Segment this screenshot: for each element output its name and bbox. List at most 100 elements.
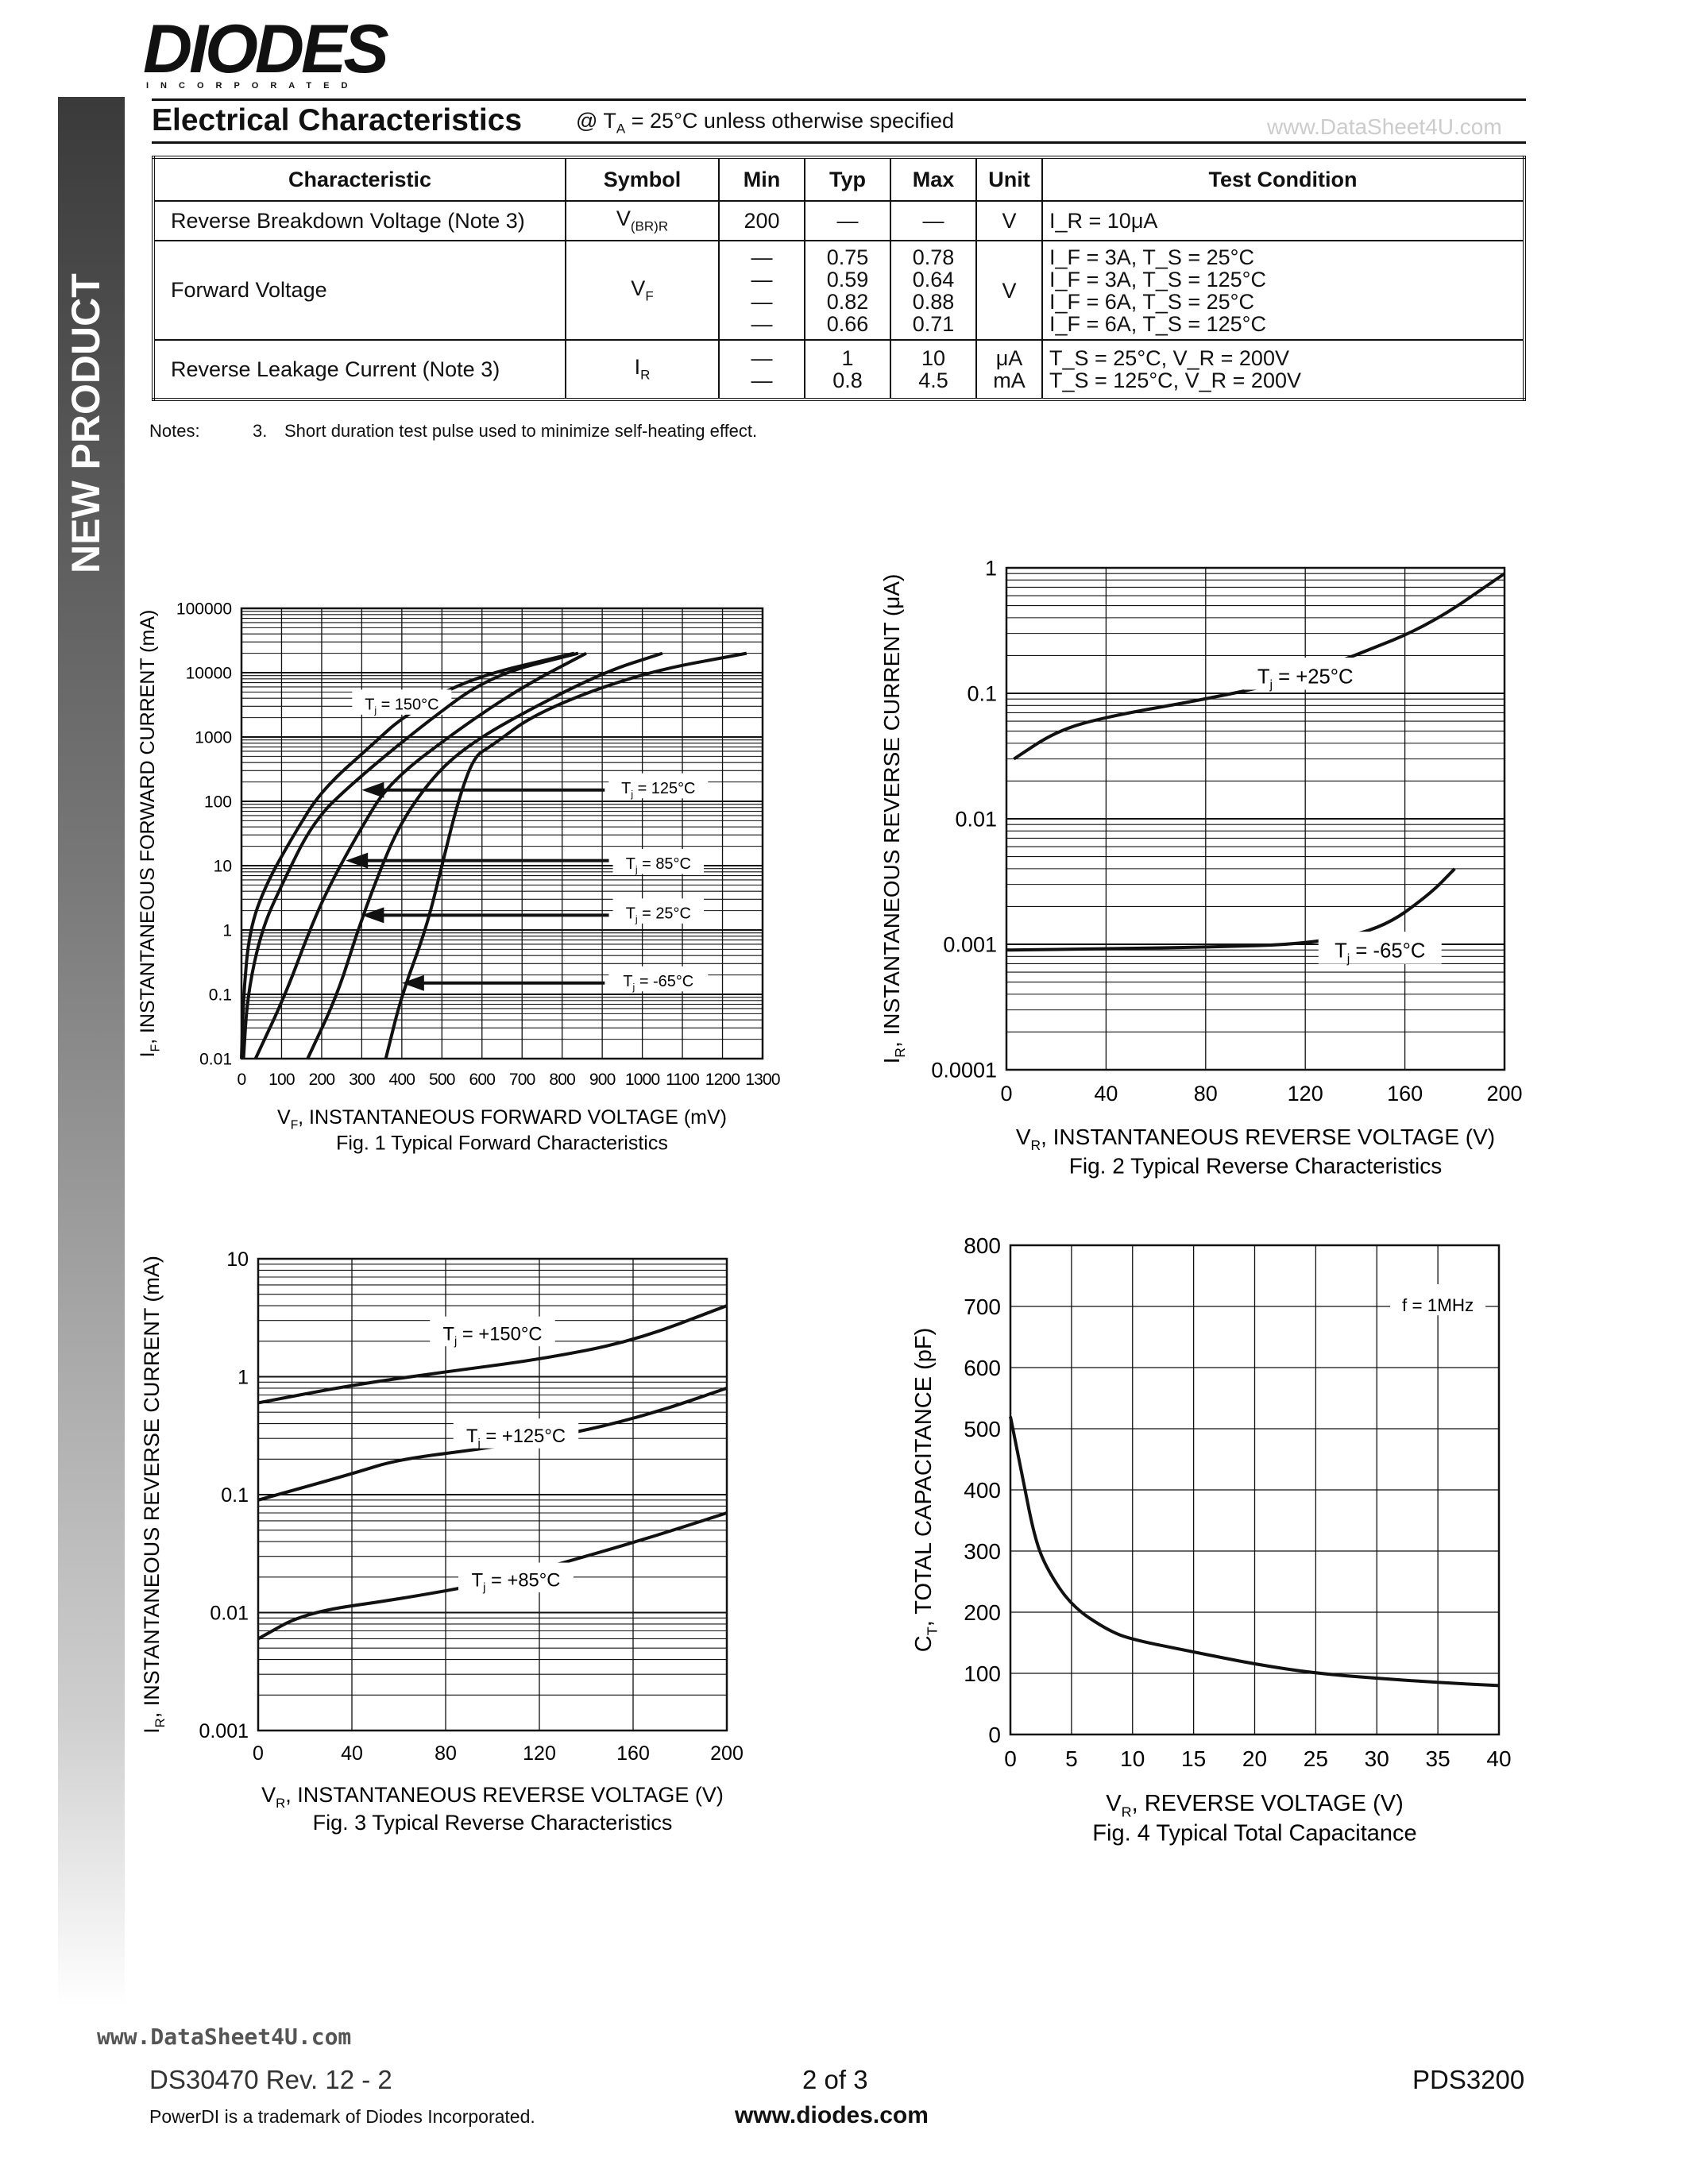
series-label-bg <box>612 898 705 924</box>
series-line <box>1009 1416 1500 1688</box>
col-typ: Typ <box>804 156 891 202</box>
x-tick-label: 80 <box>1194 1082 1218 1106</box>
conditions-value: I_F = 6A, T_S = 125°C <box>1049 311 1266 336</box>
series-label: Tj = +85°C <box>472 1570 561 1595</box>
min-value: — <box>751 346 773 370</box>
arrow-head <box>346 852 369 869</box>
x-tick-label: 1000 <box>625 1071 660 1089</box>
series-label: Tj = 85°C <box>626 855 691 875</box>
x-tick-label: 80 <box>435 1742 457 1765</box>
note-number: 3. <box>253 421 268 441</box>
y-tick-label: 0 <box>988 1723 1001 1747</box>
x-tick-label: 40 <box>1486 1746 1511 1771</box>
series-line <box>1013 572 1506 761</box>
typ-value: — <box>836 209 859 233</box>
test-condition-note: @ TA = 25°C unless otherwise specified <box>576 109 954 137</box>
series-line <box>257 1511 728 1641</box>
x-tick-label: 40 <box>1094 1082 1118 1106</box>
plot-frame <box>1005 566 1506 1071</box>
symbol-subscript: F <box>645 288 654 304</box>
x-tick-label: 600 <box>469 1071 495 1089</box>
series-label: Tj = -65°C <box>1335 940 1425 966</box>
website-link[interactable]: www.diodes.com <box>735 2102 929 2128</box>
cell-min: — — — — <box>718 240 805 341</box>
y-tick-label: 0.1 <box>967 681 997 705</box>
symbol-subscript: (BR)R <box>630 218 669 234</box>
chart-fig-4: 0 5 10 15 20 25 30 35 40010020030040050060070080… <box>911 1233 1512 1846</box>
series-label: Tj = 150°C <box>365 696 438 716</box>
unit-value: V <box>1002 278 1017 303</box>
y-tick-label: 1 <box>985 556 997 580</box>
plot-frame <box>1009 1244 1501 1736</box>
y-tick-label: 500 <box>964 1417 1001 1441</box>
typ-value: 0.66 <box>826 311 869 336</box>
table-row: Forward Voltage V F — — — —0.75 0.59 0.82 0.66 0.7… <box>153 240 1525 341</box>
x-tick-label: 300 <box>349 1071 375 1089</box>
divider <box>152 98 1526 101</box>
x-tick-label: 35 <box>1426 1746 1450 1771</box>
x-tick-label: 0 <box>253 1742 264 1765</box>
x-tick-label: 0 <box>238 1071 246 1089</box>
x-tick-label: 200 <box>710 1742 744 1765</box>
y-axis-label: CT, TOTAL CAPACITANCE (pF) <box>911 1328 940 1652</box>
x-tick-label: 5 <box>1065 1746 1078 1771</box>
cell-max: 10 4.5 <box>890 339 977 400</box>
y-tick-label: 700 <box>964 1295 1001 1319</box>
watermark: www.DataSheet4U.com <box>1267 114 1502 139</box>
series-label-bg <box>1243 657 1367 690</box>
series-line <box>257 1386 728 1502</box>
y-tick-label: 10 <box>226 1248 249 1271</box>
conditions-value: I_R = 10μA <box>1049 209 1158 233</box>
min-value: 200 <box>744 209 780 233</box>
y-tick-label: 0.01 <box>199 1050 232 1068</box>
y-tick-label: 200 <box>964 1600 1001 1625</box>
x-tick-label: 120 <box>523 1742 556 1765</box>
max-value: 0.64 <box>912 267 955 291</box>
x-tick-label: 40 <box>341 1742 363 1765</box>
annotation-bg <box>1390 1284 1486 1316</box>
condition-prefix: @ T <box>576 109 616 133</box>
y-axis-label: IF, INSTANTANEOUS FORWARD CURRENT (mA) <box>137 610 162 1058</box>
y-tick-label: 1 <box>238 1366 249 1388</box>
x-tick-label: 700 <box>509 1071 535 1089</box>
series-label: Tj = +25°C <box>1257 666 1354 691</box>
x-tick-label: 400 <box>389 1071 415 1089</box>
min-value: — <box>751 311 773 336</box>
x-tick-label: 25 <box>1304 1746 1328 1771</box>
max-value: 0.78 <box>912 245 955 269</box>
max-value: 10 <box>921 346 946 370</box>
conditions-value: I_F = 3A, T_S = 125°C <box>1049 267 1266 291</box>
cell-typ: 0.75 0.59 0.82 0.66 <box>804 240 891 341</box>
part-number: PDS3200 <box>1412 2065 1525 2094</box>
figure-caption: Fig. 3 Typical Reverse Characteristics <box>313 1811 673 1835</box>
cell-max: — <box>890 200 977 241</box>
chart-fig-1: 0 100 200 300 400 500 600 700 800 900 1000 1100 1200… <box>137 600 781 1155</box>
condition-suffix: = 25°C unless otherwise specified <box>625 109 955 133</box>
diodes-logo: DIODES INCORPORATED <box>143 15 429 91</box>
figure-caption: Fig. 1 Typical Forward Characteristics <box>336 1133 668 1155</box>
x-tick-label: 15 <box>1181 1746 1206 1771</box>
col-symbol: Symbol <box>565 156 720 202</box>
cell-unit: V <box>975 240 1043 341</box>
cell-min: 200 <box>718 200 805 241</box>
x-tick-label: 1300 <box>745 1071 780 1089</box>
cell-unit: μA mA <box>975 339 1043 400</box>
cell-symbol: V(BR)R <box>565 200 720 241</box>
col-characteristic: Characteristic <box>153 156 566 202</box>
cell-characteristic: Forward Voltage <box>153 240 566 341</box>
max-value: — <box>922 209 944 233</box>
table-row: Reverse Breakdown Voltage (Note 3) V(BR)R… <box>153 200 1525 241</box>
x-tick-label: 800 <box>549 1071 575 1089</box>
watermark: www.DataSheet4U.com <box>97 2024 352 2050</box>
series-label: Tj = -65°C <box>623 973 693 993</box>
characteristic-text: Reverse Leakage Current (Note 3) <box>171 357 500 381</box>
figure-caption: Fig. 4 Typical Total Capacitance <box>1092 1821 1416 1846</box>
x-axis-label: VF, INSTANTANEOUS FORWARD VOLTAGE (mV) <box>277 1106 727 1132</box>
chart-fig-3: 0 40 80 120 160 200 0.001 0.01 0.1 1 10 VR, INSTANT… <box>140 1248 744 1835</box>
x-tick-label: 1200 <box>705 1071 740 1089</box>
y-tick-label: 300 <box>964 1539 1001 1564</box>
series-label-bg <box>608 773 709 799</box>
x-tick-label: 0 <box>1004 1746 1017 1771</box>
min-value: — <box>751 369 773 392</box>
